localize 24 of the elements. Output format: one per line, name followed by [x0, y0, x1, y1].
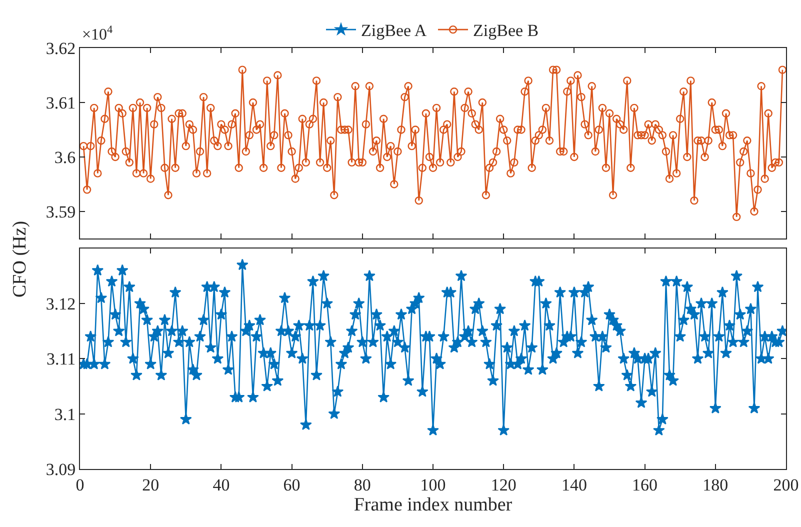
y-tick-label: 3.6	[54, 148, 76, 167]
x-tick-label: 40	[212, 475, 230, 494]
y-tick-label: 3.1	[54, 404, 76, 424]
x-tick-label: 120	[490, 475, 516, 494]
y-tick-label: 3.09	[46, 460, 76, 479]
x-tick-label: 200	[773, 475, 799, 494]
y-tick-label: 3.12	[46, 294, 76, 314]
y-axis-title: CFO (Hz)	[9, 220, 30, 298]
x-tick-label: 160	[632, 475, 658, 494]
x-tick-label: 100	[420, 475, 446, 494]
x-axis-title: Frame index number	[354, 494, 513, 516]
y-tick-label: 3.61	[46, 93, 76, 112]
x-tick-label: 0	[76, 475, 84, 494]
x-tick-label: 20	[142, 475, 160, 494]
x-tick-label: 140	[561, 475, 587, 494]
legend-label: ZigBee A	[361, 21, 428, 40]
y-tick-label: 3.62	[46, 38, 76, 58]
y-tick-label: 3.59	[46, 202, 76, 222]
x-tick-label: 80	[354, 475, 371, 494]
x-tick-label: 60	[283, 475, 300, 494]
legend-label: ZigBee B	[473, 21, 539, 40]
text: ×10$^{4}$	[82, 24, 114, 44]
y-tick-label: 3.11	[46, 350, 76, 369]
x-tick-label: 180	[702, 475, 728, 494]
